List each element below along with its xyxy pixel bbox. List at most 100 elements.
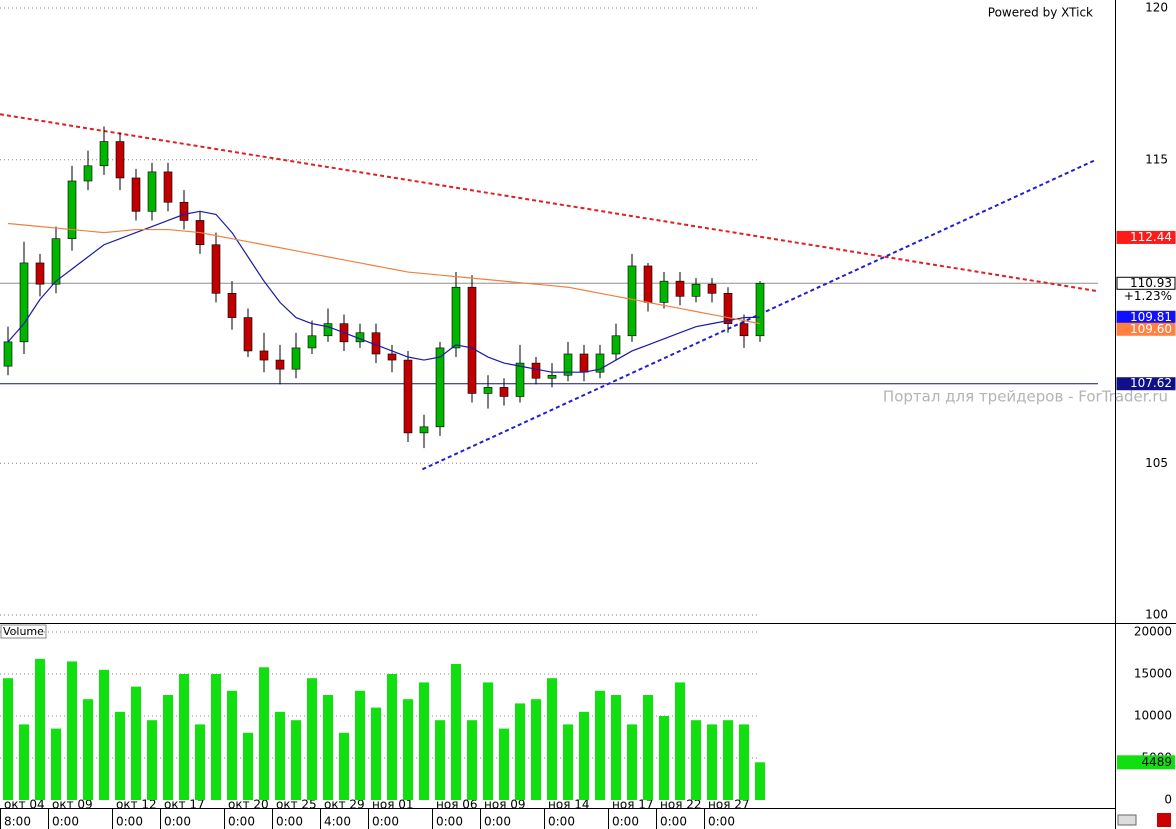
volume-bar <box>403 699 413 800</box>
volume-bar <box>211 674 221 800</box>
price-label: 109.81 <box>1130 310 1172 324</box>
volume-bar <box>675 682 685 800</box>
x-tick-label: ноя 06 <box>436 798 478 812</box>
volume-bar <box>627 724 637 800</box>
x-tick-label: ноя 09 <box>484 798 526 812</box>
y-tick-label: 0 <box>1164 793 1172 807</box>
volume-bar <box>435 720 445 800</box>
volume-label: 4489 <box>1141 755 1172 769</box>
volume-bar <box>419 682 429 800</box>
volume-bar <box>611 695 621 800</box>
candle-body <box>499 387 509 397</box>
volume-bar <box>195 724 205 800</box>
x-tick-label: ноя 01 <box>372 798 414 812</box>
price-label-box <box>1116 276 1176 290</box>
candle-body <box>291 347 301 370</box>
candle-body <box>659 280 669 303</box>
volume-bar <box>387 674 397 800</box>
x-tick-label: 0:00 <box>484 815 511 829</box>
candle-body <box>99 141 109 167</box>
volume-bar <box>643 695 653 800</box>
volume-bar <box>595 690 605 800</box>
volume-bar <box>291 720 301 800</box>
candle-body <box>403 359 413 434</box>
candle-body <box>387 353 397 361</box>
panel-label: Volume <box>3 625 44 638</box>
moving-average <box>7 210 761 373</box>
x-tick-label: 0:00 <box>436 815 463 829</box>
volume-bar <box>723 720 733 800</box>
volume-bar <box>3 678 13 800</box>
candle-body <box>179 201 189 221</box>
y-tick-label: 15000 <box>1134 667 1172 681</box>
candle-body <box>35 262 45 285</box>
volume-bar <box>515 703 525 800</box>
x-tick-label: 0:00 <box>116 815 143 829</box>
y-tick-label: 10000 <box>1134 709 1172 723</box>
x-tick-label: 0:00 <box>372 815 399 829</box>
y-tick-label: 100 <box>1145 608 1168 622</box>
volume-bar <box>67 661 77 800</box>
volume-bar <box>227 690 237 800</box>
volume-bar <box>499 728 509 800</box>
candle-body <box>227 292 237 318</box>
candle-body <box>643 265 653 303</box>
change-label: +1.23% <box>1124 289 1172 303</box>
volume-bar <box>371 707 381 800</box>
price-label: 109.60 <box>1130 322 1172 336</box>
price-label: 107.62 <box>1130 376 1172 390</box>
volume-bar <box>355 690 365 800</box>
volume-bar <box>243 732 253 800</box>
x-tick-label: 0:00 <box>660 815 687 829</box>
x-tick-label: окт 25 <box>276 798 317 812</box>
candle-body <box>259 350 269 361</box>
x-tick-label: 0:00 <box>52 815 79 829</box>
volume-bar <box>19 724 29 800</box>
x-tick-label: 0:00 <box>276 815 303 829</box>
candle-body <box>307 335 317 349</box>
icon[interactable] <box>1117 814 1137 826</box>
candle-body <box>595 353 605 373</box>
volume-bar <box>339 732 349 800</box>
candle-body <box>691 283 701 297</box>
x-tick-label: 0:00 <box>612 815 639 829</box>
volume-bar <box>51 728 61 800</box>
candle-body <box>83 165 93 182</box>
candle-body <box>51 238 61 285</box>
x-tick-label: ноя 17 <box>612 798 654 812</box>
x-tick-label: 4:00 <box>324 815 351 829</box>
price-label-box <box>1116 322 1176 336</box>
price-label-box <box>1116 377 1176 391</box>
candle-body <box>435 347 445 428</box>
volume-bar <box>99 669 109 800</box>
volume-bar <box>755 762 765 800</box>
price-label: 112.44 <box>1130 230 1172 244</box>
candle-body <box>627 265 637 337</box>
candle-body <box>483 387 493 394</box>
x-tick-label: окт 17 <box>164 798 205 812</box>
x-tick-label: окт 29 <box>324 798 365 812</box>
candle-body <box>163 171 173 203</box>
watermark: Портал для трейдеров - ForTrader.ru <box>883 388 1168 406</box>
volume-bar <box>691 720 701 800</box>
trend-line <box>0 113 1097 292</box>
candle-body <box>419 426 429 434</box>
powered-by: Powered by XTick <box>988 6 1093 20</box>
volume-bar <box>131 686 141 800</box>
volume-bar <box>115 711 125 800</box>
candle-body <box>451 286 461 349</box>
x-tick-label: окт 20 <box>228 798 269 812</box>
volume-bar <box>35 658 45 800</box>
volume-bar <box>547 678 557 800</box>
candle-body <box>611 335 621 355</box>
icon[interactable] <box>1157 813 1171 827</box>
x-tick-label: 0:00 <box>548 815 575 829</box>
x-tick-label: 8:00 <box>4 815 31 829</box>
x-tick-label: окт 04 <box>4 798 45 812</box>
candle-body <box>755 282 765 337</box>
candle-body <box>243 317 253 352</box>
volume-bar <box>451 663 461 800</box>
candle-body <box>211 244 221 294</box>
